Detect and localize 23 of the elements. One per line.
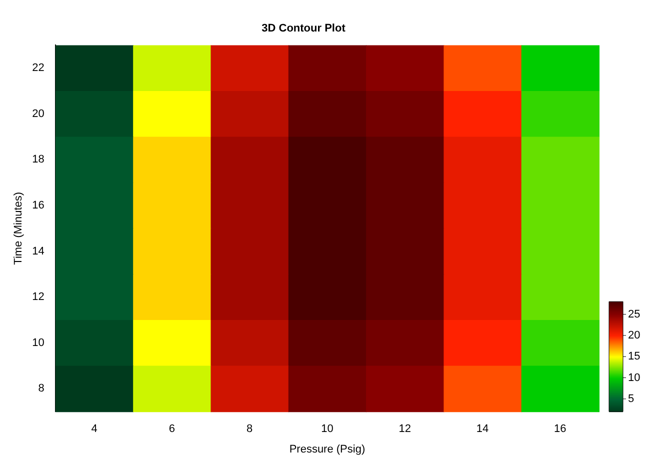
y-tick-label: 20 [32, 108, 44, 120]
x-tick-label: 12 [398, 423, 411, 436]
color-bar-label: 25 [628, 308, 640, 320]
x-axis-title: Pressure (Psig) [289, 443, 366, 456]
y-tick-label: 22 [32, 62, 44, 74]
y-tick-label: 14 [32, 245, 44, 258]
color-bar-label: 5 [628, 392, 634, 405]
x-tick-label: 8 [246, 423, 253, 436]
x-tick-label: 10 [321, 423, 334, 436]
y-tick-label: 16 [32, 200, 44, 212]
y-tick-label: 8 [38, 382, 44, 395]
x-tick-label: 4 [91, 423, 98, 436]
y-axis-title: Time (Minutes) [12, 192, 25, 265]
x-tick-label: 16 [554, 423, 566, 436]
color-bar-label: 15 [628, 350, 640, 363]
chart-title: 3D Contour Plot [262, 22, 346, 35]
x-tick-label: 14 [476, 423, 489, 436]
y-tick-label: 12 [32, 291, 44, 304]
y-tick-label: 18 [32, 154, 44, 166]
x-tick-label: 6 [168, 423, 175, 436]
color-bar-label: 20 [628, 329, 640, 342]
color-bar-label: 10 [628, 372, 640, 384]
y-tick-label: 10 [32, 336, 44, 349]
